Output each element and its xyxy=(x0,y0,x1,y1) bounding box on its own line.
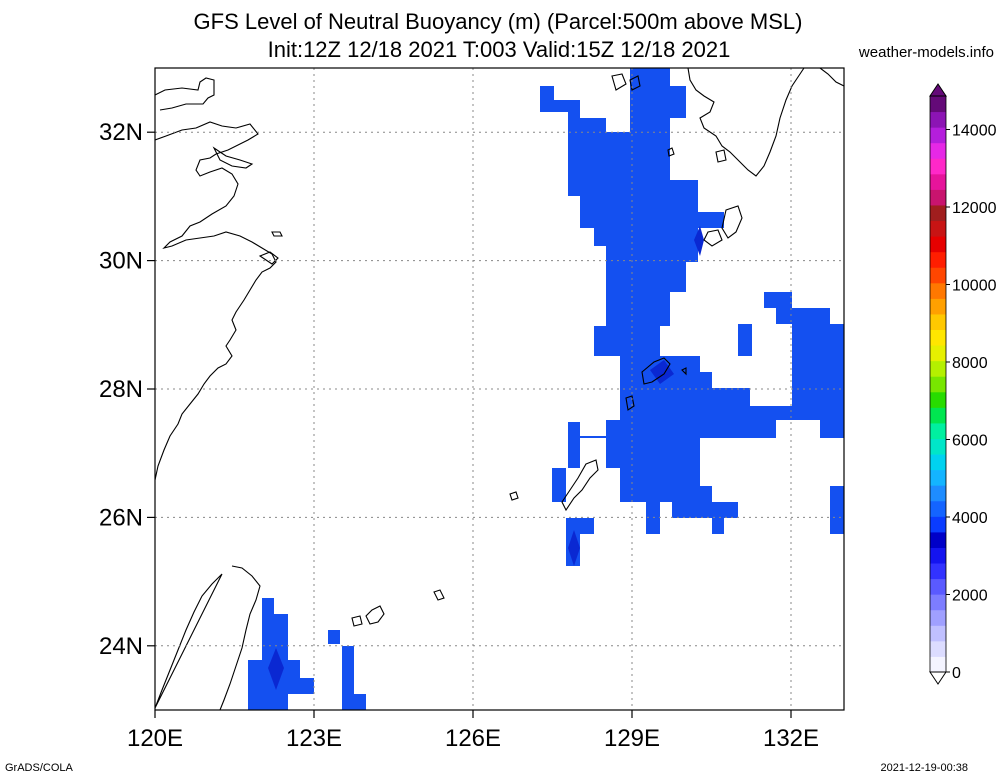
lnb-region xyxy=(568,292,844,534)
colorbar-label: 6000 xyxy=(952,433,988,450)
colorbar-bin xyxy=(930,485,946,502)
colorbar-bin xyxy=(930,313,946,331)
y-tick-label: 30N xyxy=(99,248,143,275)
colorbar-bin xyxy=(930,142,946,159)
colorbar-frame xyxy=(929,95,947,673)
colorbar-bin xyxy=(930,609,946,626)
lnb-core xyxy=(568,530,580,566)
kyushu-coastline xyxy=(687,68,805,177)
x-tick-label: 126E xyxy=(445,725,501,752)
colorbar-bin xyxy=(930,189,946,206)
y-tick-label: 28N xyxy=(99,376,143,403)
x-axis: 120E 123E 126E 129E 132E xyxy=(127,710,819,752)
lnb-core xyxy=(650,360,674,384)
colorbar-label: 12000 xyxy=(952,200,997,217)
colorbar-bin xyxy=(930,422,946,439)
lnb-region xyxy=(248,598,314,710)
map-subtitle: Init:12Z 12/18 2021 T:003 Valid:15Z 12/1… xyxy=(267,37,731,62)
timestamp: 2021-12-19-00:38 xyxy=(880,762,968,774)
colorbar-bin xyxy=(930,298,946,315)
colorbar-label: 8000 xyxy=(952,355,988,372)
colorbar-bin xyxy=(930,329,946,346)
x-tick-label: 129E xyxy=(604,725,660,752)
colorbar-bin xyxy=(930,236,946,253)
colorbar-min-arrow xyxy=(929,671,947,685)
site-credit: weather-models.info xyxy=(858,44,994,61)
colorbar-bin xyxy=(930,625,946,642)
colorbar-bin xyxy=(930,158,946,175)
colorbar: 0 2000 4000 6000 8000 10000 12000 14000 xyxy=(929,83,997,685)
colorbar-bin xyxy=(930,500,946,517)
colorbar-bin xyxy=(930,656,946,673)
okinawa-coastline xyxy=(561,459,599,512)
colorbar-bin xyxy=(930,360,946,377)
lnb-core xyxy=(268,648,284,690)
amami-coastline xyxy=(641,357,671,385)
colorbar-bin xyxy=(930,173,946,190)
colorbar-label: 4000 xyxy=(952,510,988,527)
colorbar-bin xyxy=(930,531,946,548)
colorbar-bin xyxy=(930,438,946,455)
lnb-region xyxy=(552,468,566,502)
colorbar-label: 10000 xyxy=(952,278,997,295)
software-credit: GrADS/COLA xyxy=(5,762,73,774)
colorbar-bin xyxy=(930,594,946,611)
colorbar-bin xyxy=(930,469,946,486)
colorbar-bin xyxy=(930,204,946,222)
colorbar-bin xyxy=(930,111,946,128)
y-tick-label: 24N xyxy=(99,633,143,660)
colorbar-bin xyxy=(930,220,946,237)
colorbar-label: 2000 xyxy=(952,588,988,605)
colorbar-bin xyxy=(930,127,946,144)
colorbar-bin xyxy=(930,267,946,284)
colorbar-label: 0 xyxy=(952,665,961,682)
x-tick-label: 120E xyxy=(127,725,183,752)
colorbar-bin xyxy=(930,516,946,533)
colorbar-bin xyxy=(930,391,946,408)
x-tick-label: 123E xyxy=(286,725,342,752)
y-tick-label: 32N xyxy=(99,119,143,146)
y-axis: 24N 26N 28N 30N 32N xyxy=(99,119,155,660)
map-title: GFS Level of Neutral Buoyancy (m) (Parce… xyxy=(193,9,803,34)
colorbar-max-arrow xyxy=(929,83,947,97)
colorbar-bin xyxy=(930,578,946,595)
x-tick-label: 132E xyxy=(763,725,819,752)
colorbar-bin xyxy=(930,407,946,424)
y-tick-label: 26N xyxy=(99,504,143,531)
colorbar-bin xyxy=(930,282,946,299)
lnb-core xyxy=(694,226,704,256)
colorbar-bin xyxy=(930,345,946,362)
taiwan-coastline xyxy=(155,565,261,710)
colorbar-bin xyxy=(930,251,946,268)
lnb-region xyxy=(342,646,366,710)
colorbar-bin xyxy=(930,563,946,580)
china-coastline xyxy=(155,77,277,481)
lnb-region xyxy=(830,486,844,534)
colorbar-bin xyxy=(930,376,946,393)
coastlines xyxy=(155,68,844,710)
colorbar-bin xyxy=(930,454,946,471)
lnb-region xyxy=(328,630,340,644)
lnb-region xyxy=(738,324,752,356)
colorbar-bin xyxy=(930,640,946,657)
colorbar-bin xyxy=(930,547,946,564)
colorbar-label: 14000 xyxy=(952,123,997,140)
colorbar-bin xyxy=(930,96,946,113)
